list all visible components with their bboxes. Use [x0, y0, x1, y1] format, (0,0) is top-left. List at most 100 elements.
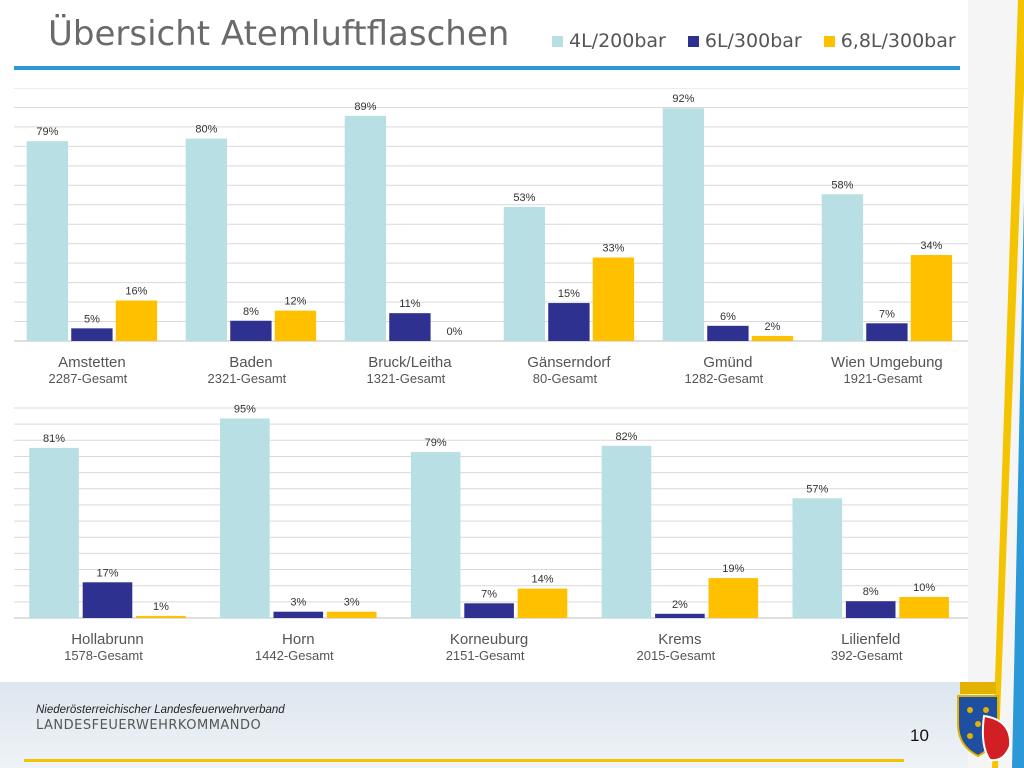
data-label: 7%: [879, 308, 895, 320]
legend-swatch-2: [823, 35, 835, 47]
bar-amstetten-s1: [71, 328, 113, 341]
bar-krems-s0: [601, 445, 652, 618]
bar-horn-s0: [220, 418, 270, 618]
bar-korneuburg-s1: [464, 603, 514, 618]
data-label: 16%: [125, 286, 147, 298]
bar-gm-nd-s0: [662, 108, 705, 342]
data-label: 33%: [602, 243, 624, 255]
chart-legend: 4L/200bar 6L/300bar 6,8L/300bar: [552, 30, 956, 52]
data-label: 8%: [243, 306, 259, 318]
bar-krems-s1: [655, 613, 705, 618]
legend-label-1: 6L/300bar: [704, 30, 802, 52]
data-label: 2%: [672, 599, 688, 611]
bar-hollabrunn-s0: [29, 447, 79, 618]
legend-item-1: 6L/300bar: [687, 30, 802, 52]
bar-baden-s0: [185, 138, 228, 341]
category-label: Wien Umgebung: [831, 354, 943, 371]
data-label: 34%: [920, 240, 942, 252]
category-total-label: 392-Gesamt: [831, 648, 903, 663]
data-label: 81%: [43, 433, 65, 445]
category-label: Korneuburg: [450, 631, 528, 648]
bar-wien-umgebung-s1: [866, 323, 908, 341]
bar-korneuburg-s2: [517, 588, 568, 618]
category-label: Baden: [229, 354, 272, 371]
data-label: 80%: [195, 124, 217, 136]
bar-hollabrunn-s2: [136, 615, 186, 618]
category-label: Lilienfeld: [841, 631, 900, 648]
data-label: 95%: [234, 404, 256, 416]
title-rule: [14, 66, 960, 70]
category-total-label: 2151-Gesamt: [446, 648, 525, 663]
page-number: 10: [910, 726, 929, 745]
data-label: 53%: [513, 192, 535, 204]
data-label: 11%: [399, 298, 420, 310]
bar-hollabrunn-s1: [82, 582, 133, 618]
side-decoration: [968, 0, 1024, 768]
data-label: 12%: [284, 296, 306, 308]
bar-wien-umgebung-s0: [821, 194, 864, 341]
bar-gm-nd-s1: [707, 325, 749, 341]
bar-bruck-leitha-s0: [344, 115, 387, 341]
data-label: 17%: [96, 567, 118, 579]
data-label: 15%: [558, 288, 580, 300]
category-total-label: 1921-Gesamt: [844, 371, 923, 386]
category-label: Amstetten: [58, 354, 126, 371]
legend-item-0: 4L/200bar: [552, 30, 666, 52]
footer-bar: [0, 682, 968, 768]
data-label: 2%: [764, 321, 780, 333]
footer-stripe: [24, 759, 904, 762]
category-label: Gänserndorf: [527, 354, 611, 371]
bar-amstetten-s0: [26, 141, 69, 341]
fire-brigade-crest-icon: [957, 682, 1012, 762]
bar-krems-s2: [708, 578, 759, 618]
legend-swatch-0: [552, 35, 563, 47]
legend-label-0: 4L/200bar: [569, 30, 666, 52]
category-label: Horn: [282, 631, 315, 648]
data-label: 58%: [831, 179, 853, 191]
data-label: 6%: [720, 311, 736, 323]
data-label: 57%: [806, 483, 828, 495]
bar-baden-s1: [230, 320, 272, 341]
legend-label-2: 6,8L/300bar: [840, 30, 956, 52]
bar-lilienfeld-s2: [899, 597, 949, 618]
data-label: 92%: [672, 93, 694, 105]
category-total-label: 80-Gesamt: [533, 371, 598, 386]
footer-org: Niederösterreichischer Landesfeuerwehrve…: [36, 704, 285, 716]
data-label: 79%: [425, 437, 447, 449]
category-label: Krems: [658, 631, 701, 648]
page-title: Übersicht Atemluftflaschen: [48, 14, 510, 54]
bar-g-nserndorf-s0: [503, 206, 546, 341]
bar-korneuburg-s0: [410, 452, 461, 618]
bar-baden-s2: [274, 310, 317, 341]
data-label: 79%: [36, 126, 58, 138]
bar-lilienfeld-s0: [792, 498, 843, 618]
category-total-label: 1442-Gesamt: [255, 648, 334, 663]
category-label: Bruck/Leitha: [368, 354, 452, 371]
bar-g-nserndorf-s2: [592, 257, 635, 341]
data-label: 3%: [290, 597, 306, 609]
data-label: 3%: [344, 597, 360, 609]
data-label: 7%: [481, 588, 497, 600]
data-label: 19%: [722, 563, 744, 575]
data-label: 10%: [913, 582, 935, 594]
bar-gm-nd-s2: [751, 335, 794, 341]
data-label: 1%: [153, 601, 169, 613]
bar-amstetten-s2: [115, 300, 158, 341]
category-label: Hollabrunn: [71, 631, 144, 648]
data-label: 82%: [615, 431, 637, 443]
category-total-label: 1282-Gesamt: [685, 371, 764, 386]
bar-horn-s1: [273, 611, 324, 618]
data-label: 89%: [354, 101, 376, 113]
category-total-label: 2321-Gesamt: [208, 371, 287, 386]
category-total-label: 2015-Gesamt: [637, 648, 716, 663]
bar-lilienfeld-s1: [845, 601, 896, 618]
data-label: 5%: [84, 313, 100, 325]
data-label: 14%: [532, 574, 554, 586]
side-stripes: [992, 0, 1024, 768]
category-total-label: 1578-Gesamt: [64, 648, 143, 663]
data-label: 0%: [446, 326, 462, 338]
legend-swatch-1: [687, 35, 699, 47]
footer-subtitle: Landesfeuerwehrkommando: [36, 718, 262, 733]
